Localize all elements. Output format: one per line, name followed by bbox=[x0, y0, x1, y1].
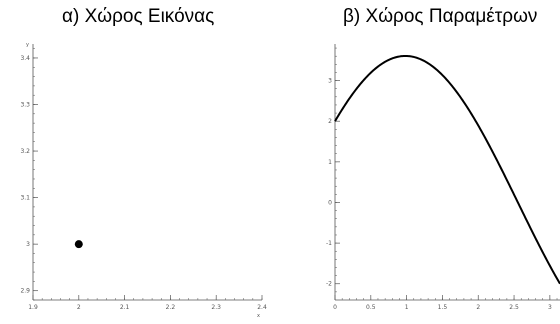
x-tick-label: 1 bbox=[405, 304, 409, 311]
y-tick-label: -1 bbox=[326, 240, 332, 247]
y-tick-label: 2.9 bbox=[20, 288, 30, 295]
x-tick-label: 2.1 bbox=[120, 304, 130, 311]
y-tick-label: 0 bbox=[328, 199, 332, 206]
y-axis-label: y bbox=[26, 42, 29, 48]
y-tick-label: 2 bbox=[328, 118, 332, 125]
data-point bbox=[74, 240, 83, 249]
y-tick-label: 3 bbox=[26, 241, 30, 248]
right-panel-title: β) Χώρος Παραμέτρων bbox=[343, 6, 538, 27]
y-tick-label: 3 bbox=[328, 78, 332, 85]
x-tick-label: 1.5 bbox=[438, 304, 448, 311]
x-tick-label: 2.3 bbox=[211, 304, 221, 311]
x-tick-label: 1.9 bbox=[28, 304, 38, 311]
y-tick-label: 3.2 bbox=[20, 148, 30, 155]
y-tick-label: 3.1 bbox=[20, 195, 30, 202]
x-tick-label: 2.4 bbox=[257, 304, 267, 311]
x-tick-label: 0 bbox=[333, 304, 337, 311]
x-tick-label: 3 bbox=[548, 304, 552, 311]
y-tick-label: 3.4 bbox=[20, 55, 30, 62]
x-tick-label: 2 bbox=[77, 304, 81, 311]
x-tick-label: 0.5 bbox=[366, 304, 376, 311]
x-tick-label: 2.2 bbox=[166, 304, 176, 311]
x-tick-label: 2 bbox=[476, 304, 480, 311]
x-axis-label: x bbox=[257, 313, 260, 319]
left-panel-title: α) Χώρος Εικόνας bbox=[62, 6, 215, 27]
x-tick-label: 2.5 bbox=[509, 304, 519, 311]
y-tick-label: 3.3 bbox=[20, 102, 30, 109]
series-line bbox=[334, 54, 560, 285]
y-tick-label: 1 bbox=[328, 159, 332, 166]
y-tick-label: -2 bbox=[326, 281, 332, 288]
